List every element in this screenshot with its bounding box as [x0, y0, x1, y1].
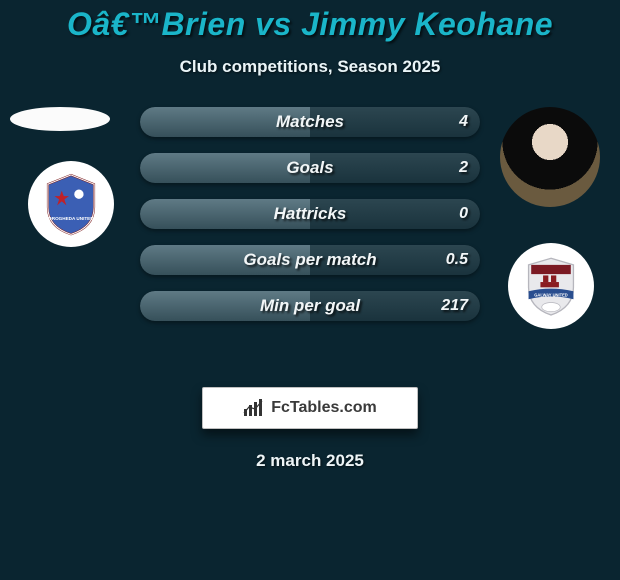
stat-value-right: 2: [459, 153, 468, 183]
comparison-content: DROGHEDA UNITED GALWAY UNITED Matches 4 …: [0, 107, 620, 367]
shield-icon: DROGHEDA UNITED: [38, 171, 104, 237]
svg-text:GALWAY UNITED: GALWAY UNITED: [534, 293, 568, 298]
stat-value-right: 0.5: [446, 245, 468, 275]
stat-label: Goals per match: [140, 245, 480, 275]
stat-value-right: 217: [441, 291, 468, 321]
stat-label: Hattricks: [140, 199, 480, 229]
page-title: Oâ€™Brien vs Jimmy Keohane: [0, 0, 620, 43]
stat-label: Matches: [140, 107, 480, 137]
stat-label: Min per goal: [140, 291, 480, 321]
stat-row-goals: Goals 2: [140, 153, 480, 183]
bar-chart-icon: [243, 399, 265, 417]
stat-row-goals-per-match: Goals per match 0.5: [140, 245, 480, 275]
club-crest-right: GALWAY UNITED: [508, 243, 594, 329]
svg-text:DROGHEDA UNITED: DROGHEDA UNITED: [48, 216, 94, 221]
club-crest-left: DROGHEDA UNITED: [28, 161, 114, 247]
stat-value-right: 4: [459, 107, 468, 137]
stat-row-hattricks: Hattricks 0: [140, 199, 480, 229]
stat-label: Goals: [140, 153, 480, 183]
brand-box[interactable]: FcTables.com: [202, 387, 418, 429]
date-line: 2 march 2025: [0, 451, 620, 471]
subtitle: Club competitions, Season 2025: [0, 57, 620, 77]
stat-row-min-per-goal: Min per goal 217: [140, 291, 480, 321]
shield-icon: GALWAY UNITED: [518, 253, 584, 319]
stat-row-matches: Matches 4: [140, 107, 480, 137]
player-avatar-right: [500, 107, 600, 207]
player-avatar-left: [10, 107, 110, 131]
stat-bars: Matches 4 Goals 2 Hattricks 0 Goals per …: [140, 107, 480, 337]
brand-text: FcTables.com: [271, 399, 377, 417]
stat-value-right: 0: [459, 199, 468, 229]
